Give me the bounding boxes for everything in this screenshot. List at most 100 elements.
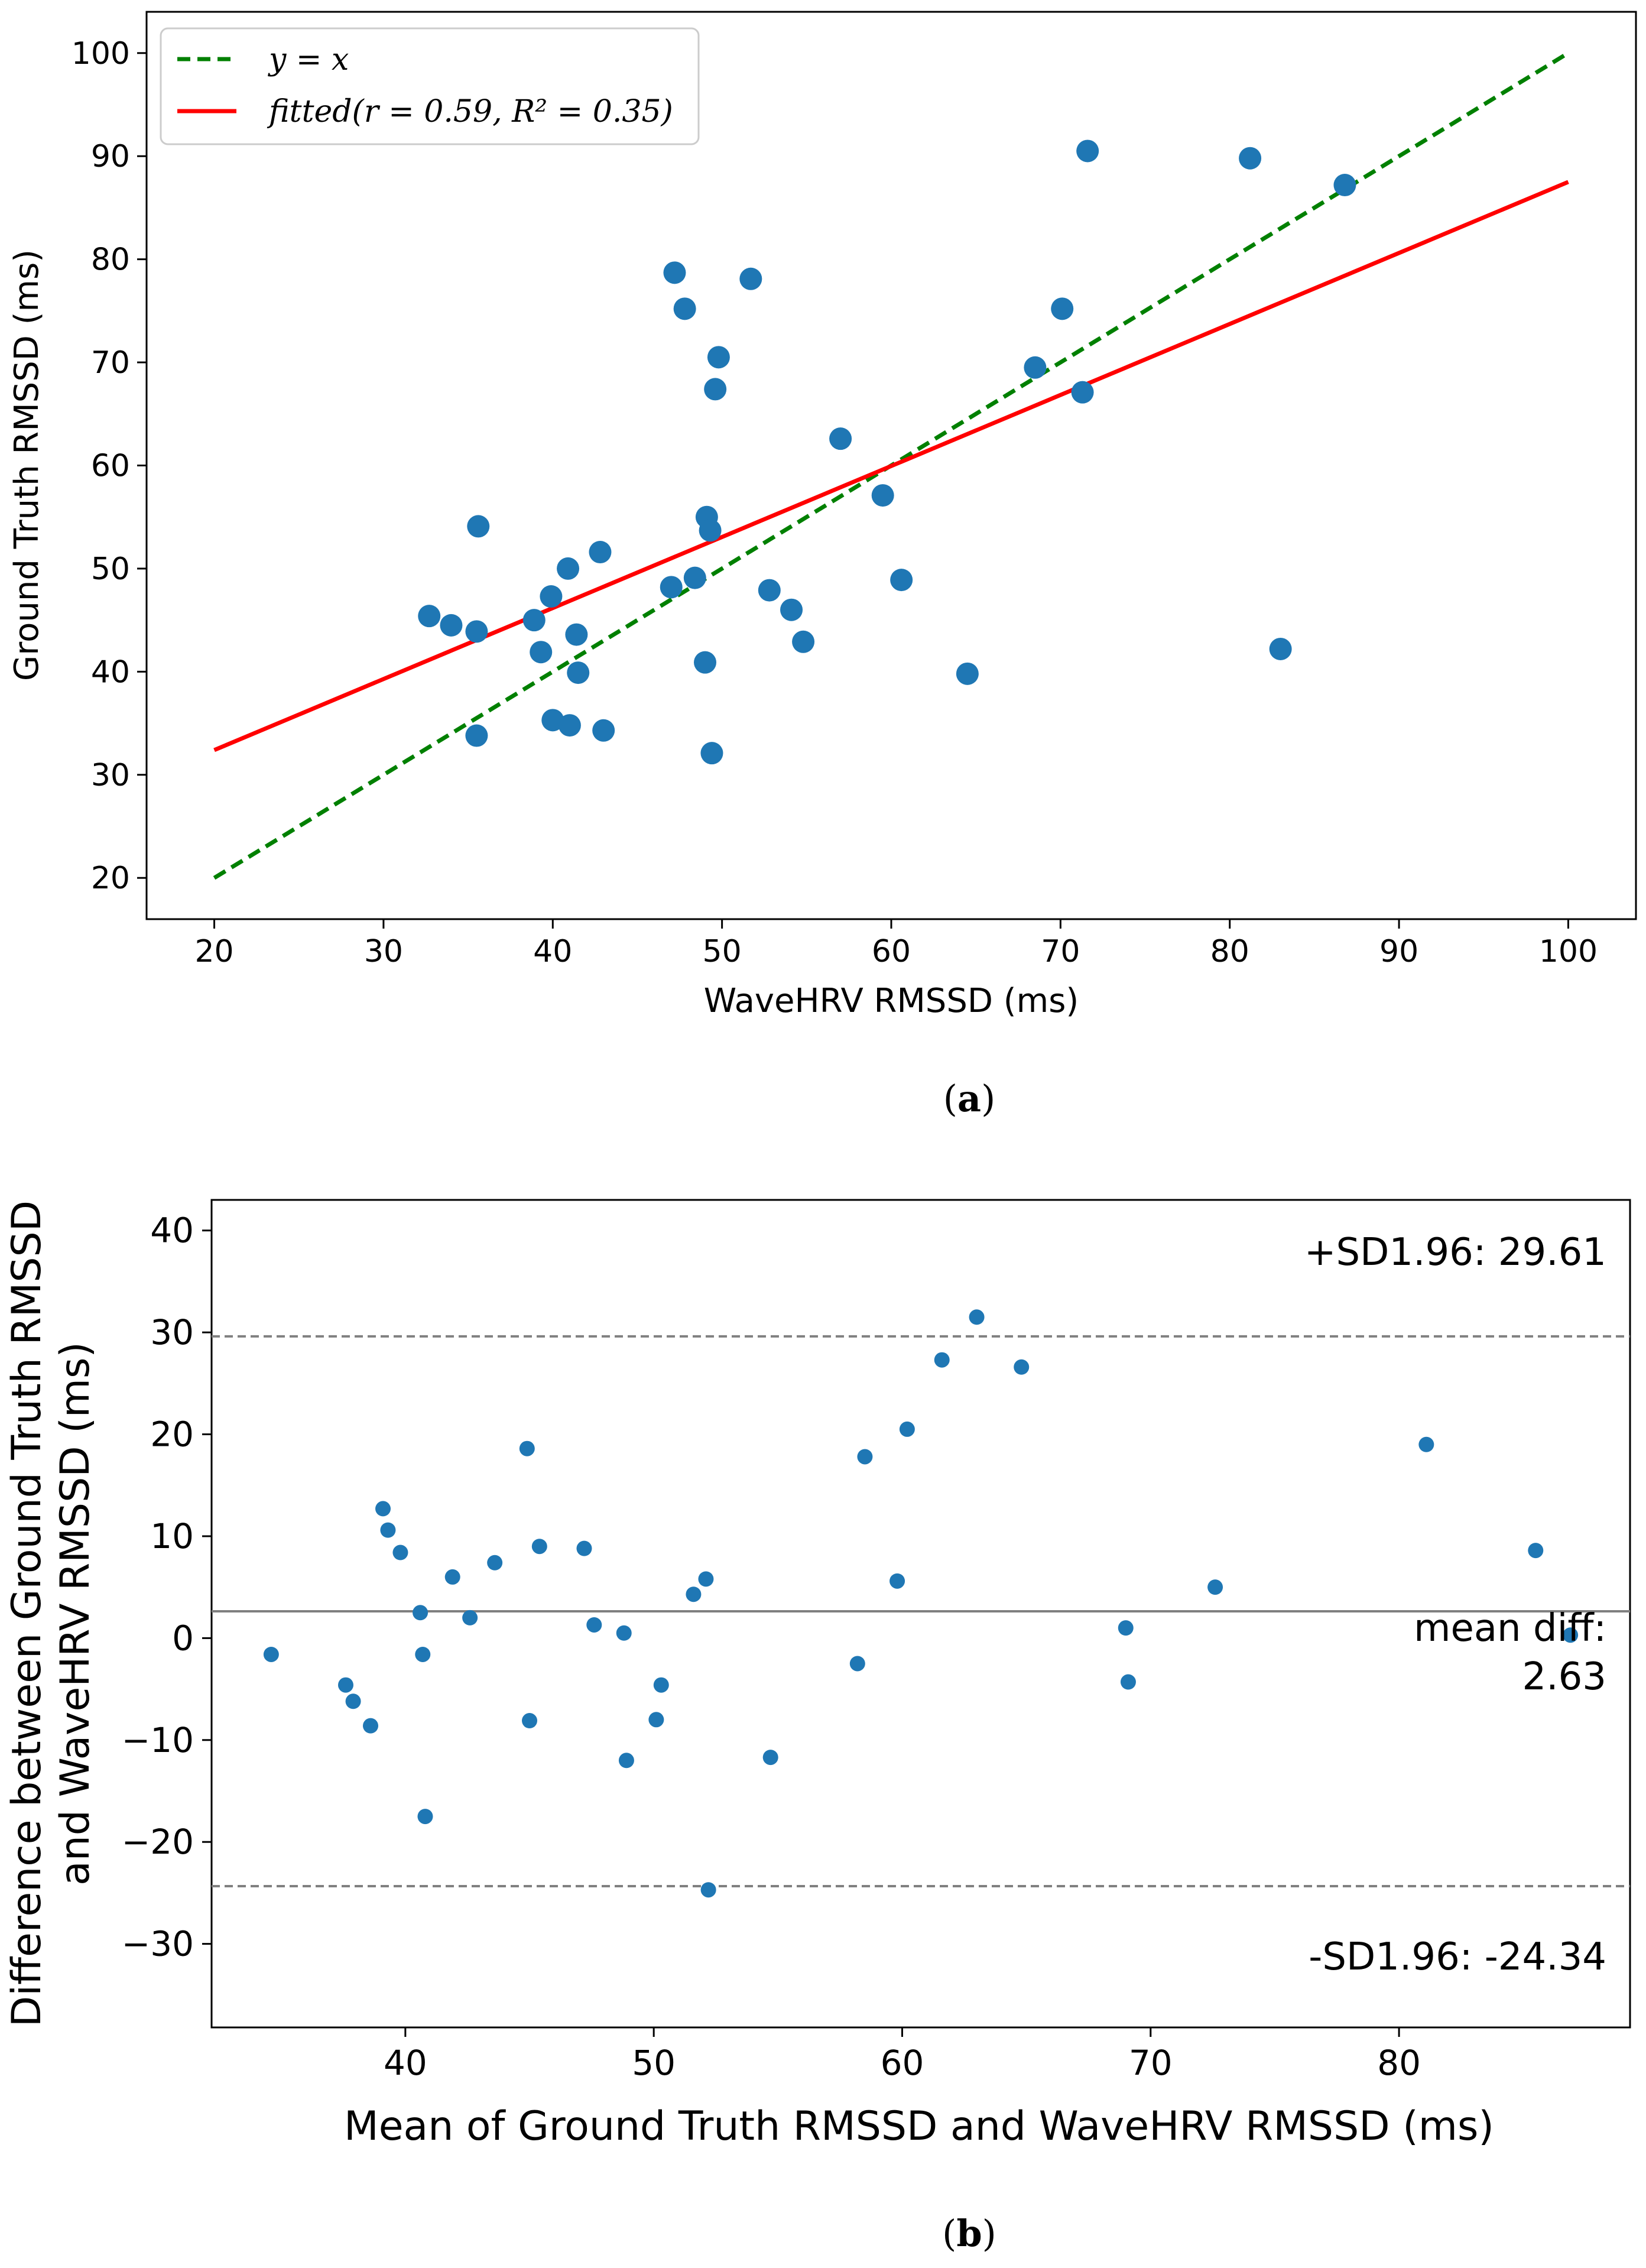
- data-point-b: [857, 1449, 873, 1465]
- upper-limit-label: +SD1.96: 29.61: [1304, 1231, 1606, 1274]
- scatter-plot-a: 20 30 40 50 60 70 80 90 100 20 30 40 50 60 70 80 90 100 y…: [8, 11, 1637, 1120]
- data-point-a: [707, 346, 730, 369]
- data-point-b: [345, 1693, 361, 1709]
- y-tick-label-a: 80: [91, 242, 130, 278]
- data-point-a: [541, 709, 564, 732]
- x-tick-label-a: 30: [364, 934, 403, 969]
- y-tick-label-b: −20: [122, 1822, 194, 1862]
- data-point-b: [700, 1882, 716, 1898]
- plot-area-b: [210, 1199, 1631, 2029]
- data-point-a: [699, 519, 722, 542]
- legend-label-y-eq-x: y = x: [268, 42, 349, 77]
- data-point-b: [576, 1540, 592, 1556]
- data-point-b: [1014, 1359, 1030, 1375]
- data-point-a: [956, 662, 979, 685]
- data-point-b: [934, 1352, 950, 1368]
- y-tick-label-a: 20: [91, 861, 130, 896]
- y-tick-label-b: 10: [150, 1516, 194, 1556]
- data-point-b: [415, 1646, 431, 1662]
- data-point-b: [698, 1571, 714, 1587]
- y-tick-label-b: 30: [150, 1312, 194, 1352]
- data-point-a: [683, 566, 706, 589]
- x-tick-label-b: 70: [1129, 2043, 1173, 2083]
- x-tick-label-a: 40: [533, 934, 572, 969]
- data-point-b: [586, 1617, 602, 1633]
- data-point-b: [618, 1753, 634, 1769]
- legend-label-fitted: fitted(r = 0.59, R² = 0.35): [267, 94, 673, 129]
- mean-diff-label-line2: 2.63: [1522, 1655, 1607, 1699]
- data-point-a: [1071, 381, 1094, 404]
- x-tick-label-b: 60: [881, 2043, 924, 2083]
- data-point-a: [1269, 637, 1292, 660]
- y-tick-label-b: 0: [172, 1618, 194, 1658]
- data-point-a: [890, 569, 913, 592]
- panel-caption-a: (a): [943, 1077, 996, 1120]
- data-point-a: [418, 605, 441, 628]
- x-axis-label-b: Mean of Ground Truth RMSSD and WaveHRV R…: [344, 2103, 1494, 2150]
- data-point-b: [263, 1646, 279, 1662]
- data-point-b: [380, 1522, 396, 1538]
- line-fitted: [213, 180, 1569, 752]
- data-point-a: [660, 576, 683, 599]
- data-point-b: [413, 1605, 428, 1621]
- data-point-b: [686, 1586, 702, 1602]
- data-point-b: [1418, 1436, 1434, 1452]
- data-point-b: [969, 1309, 985, 1325]
- data-point-a: [663, 261, 686, 284]
- data-point-b: [1528, 1543, 1544, 1559]
- data-point-b: [531, 1539, 547, 1555]
- data-point-b: [522, 1713, 538, 1729]
- data-point-b: [1207, 1579, 1223, 1595]
- y-axis-label-b-line1: Difference between Ground Truth RMSSD: [4, 1200, 50, 2027]
- data-point-a: [700, 742, 723, 765]
- x-tick-label-a: 60: [872, 934, 911, 969]
- data-point-a: [565, 623, 588, 646]
- y-tick-label-a: 30: [91, 758, 130, 793]
- data-point-a: [871, 484, 894, 507]
- data-point-a: [758, 579, 781, 602]
- data-point-b: [462, 1610, 478, 1625]
- y-tick-label-b: −30: [122, 1924, 194, 1964]
- data-point-a: [589, 541, 612, 564]
- bland-altman-plot-b: 40 50 60 70 80 −30 −20 −10 0 10 20 30 40 +SD1.96: 29…: [4, 1199, 1631, 2255]
- data-point-a: [530, 641, 553, 664]
- data-point-a: [1239, 147, 1262, 170]
- panel-caption-b: (b): [942, 2212, 996, 2255]
- data-point-b: [444, 1569, 460, 1585]
- x-tick-label-b: 40: [384, 2043, 427, 2083]
- data-point-a: [558, 714, 581, 737]
- x-axis-label-a: WaveHRV RMSSD (ms): [704, 982, 1079, 1020]
- data-point-a: [1333, 174, 1356, 197]
- data-point-b: [648, 1712, 664, 1728]
- data-point-a: [465, 620, 488, 643]
- x-tick-label-a: 80: [1210, 934, 1249, 969]
- data-point-a: [1051, 297, 1074, 320]
- data-point-a: [829, 427, 852, 450]
- data-point-b: [487, 1555, 503, 1571]
- y-tick-label-b: −10: [122, 1720, 194, 1760]
- x-tick-label-a: 50: [703, 934, 742, 969]
- data-point-b: [899, 1421, 915, 1437]
- mean-diff-label-line1: mean diff:: [1414, 1607, 1606, 1650]
- data-point-a: [557, 557, 580, 580]
- x-tick-label-a: 100: [1539, 934, 1598, 969]
- y-tick-label-a: 60: [91, 449, 130, 484]
- data-point-a: [592, 719, 615, 742]
- y-tick-label-a: 70: [91, 345, 130, 381]
- chart-b: 40 50 60 70 80 −30 −20 −10 0 10 20 30 40 +SD1.96: 29…: [0, 1135, 1646, 2268]
- y-tick-label-b: 20: [150, 1414, 194, 1455]
- legend-box: [160, 27, 700, 145]
- legend-a: y = x fitted(r = 0.59, R² = 0.35): [160, 27, 700, 145]
- y-tick-label-a: 90: [91, 139, 130, 174]
- lower-limit-label: -SD1.96: -24.34: [1309, 1935, 1606, 1979]
- data-point-b: [762, 1750, 778, 1766]
- data-point-a: [673, 297, 696, 320]
- data-point-a: [467, 515, 490, 538]
- chart-a: 20 30 40 50 60 70 80 90 100 20 30 40 50 60 70 80 90 100 y…: [8, 11, 1637, 1120]
- data-point-b: [375, 1501, 391, 1517]
- data-point-b: [653, 1677, 669, 1693]
- y-tick-label-a: 100: [72, 36, 130, 72]
- x-tick-label-b: 80: [1377, 2043, 1421, 2083]
- y-tick-label-a: 40: [91, 654, 130, 690]
- data-point-a: [780, 598, 803, 621]
